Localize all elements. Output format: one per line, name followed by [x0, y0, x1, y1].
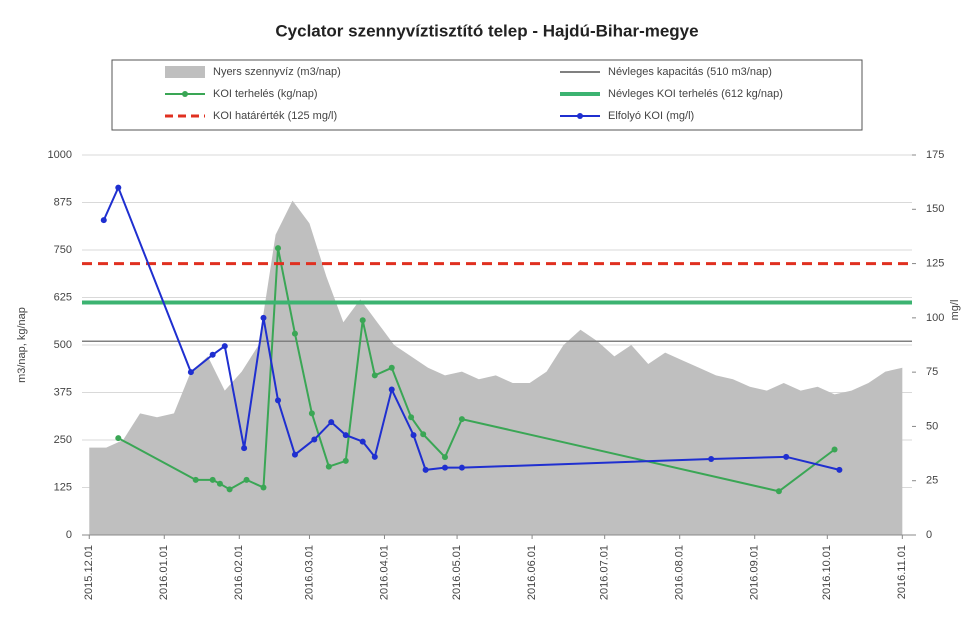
x-tick-label: 2016.06.01 [526, 545, 538, 600]
point [441, 454, 448, 461]
point [260, 314, 267, 321]
legend-swatch [165, 66, 205, 78]
point [291, 451, 298, 458]
legend-label: KOI terhelés (kg/nap) [213, 88, 318, 100]
y-tick-label: 875 [54, 196, 72, 208]
legend-marker [577, 113, 583, 119]
point [342, 432, 349, 439]
point [388, 364, 395, 371]
point [100, 217, 107, 224]
y2-tick-label: 175 [926, 149, 944, 161]
y2-axis-label: mg/l [949, 300, 961, 321]
legend-box [111, 59, 863, 131]
point [359, 438, 366, 445]
x-tick-label: 2016.03.01 [303, 545, 315, 600]
point [311, 436, 318, 443]
y2-tick-label: 50 [926, 420, 938, 432]
legend-label: Elfolyó KOI (mg/l) [608, 110, 694, 122]
chart-title: Cyclator szennyvíztisztító telep - Hajdú… [275, 21, 698, 40]
x-tick-label: 2016.04.01 [378, 545, 390, 600]
y-tick-label: 0 [66, 529, 72, 541]
point [187, 369, 194, 376]
legend-label: Nyers szennyvíz (m3/nap) [213, 66, 341, 78]
x-tick-label: 2015.12.01 [83, 545, 95, 600]
point [115, 435, 122, 442]
point [275, 397, 282, 404]
point [422, 466, 429, 473]
point [342, 457, 349, 464]
point [836, 466, 843, 473]
point [371, 453, 378, 460]
point [408, 414, 415, 421]
point [458, 464, 465, 471]
y-tick-label: 1000 [48, 149, 72, 161]
y2-tick-label: 100 [926, 312, 944, 324]
x-tick-label: 2016.01.01 [158, 545, 170, 600]
point [328, 419, 335, 426]
point [325, 463, 332, 470]
point [226, 486, 233, 493]
point [291, 330, 298, 337]
y-axis-label: m3/nap, kg/nap [16, 307, 28, 383]
y-tick-label: 375 [54, 386, 72, 398]
x-tick-label: 2016.08.01 [674, 545, 686, 600]
raw-inflow-area [89, 200, 903, 535]
y2-tick-label: 0 [926, 529, 932, 541]
x-tick-label: 2016.11.01 [896, 545, 908, 599]
series-line [102, 184, 840, 471]
x-tick-label: 2016.10.01 [821, 545, 833, 600]
point [209, 476, 216, 483]
point [308, 410, 315, 417]
y-tick-label: 750 [54, 244, 72, 256]
point [115, 184, 122, 191]
y-tick-label: 500 [54, 339, 72, 351]
point [410, 432, 417, 439]
y2-tick-label: 150 [926, 203, 944, 215]
y-tick-label: 625 [54, 291, 72, 303]
legend-marker [182, 91, 188, 97]
point [216, 480, 223, 487]
point [192, 476, 199, 483]
point [441, 464, 448, 471]
point [708, 456, 715, 462]
y-tick-label: 125 [54, 481, 72, 493]
point [359, 317, 366, 324]
point [783, 453, 790, 460]
point [458, 416, 465, 423]
x-tick-label: 2016.09.01 [749, 545, 761, 600]
point [209, 351, 216, 358]
point [241, 445, 248, 452]
x-tick-label: 2016.07.01 [599, 545, 611, 600]
x-tick-label: 2016.05.01 [451, 545, 463, 600]
point [221, 343, 228, 350]
point [260, 484, 267, 491]
point [388, 386, 395, 393]
point [420, 431, 427, 438]
legend-label: Névleges kapacitás (510 m3/nap) [608, 66, 772, 78]
legend-label: Névleges KOI terhelés (612 kg/nap) [608, 88, 783, 100]
y-tick-label: 250 [54, 434, 72, 446]
y2-tick-label: 125 [926, 257, 944, 269]
legend-label: KOI határérték (125 mg/l) [213, 110, 337, 122]
x-tick-label: 2016.02.01 [233, 545, 245, 600]
point [243, 476, 250, 483]
point [371, 372, 378, 379]
point [775, 488, 782, 495]
y2-tick-label: 75 [926, 366, 938, 378]
point [275, 245, 282, 252]
point [831, 446, 838, 453]
y2-tick-label: 25 [926, 475, 938, 487]
